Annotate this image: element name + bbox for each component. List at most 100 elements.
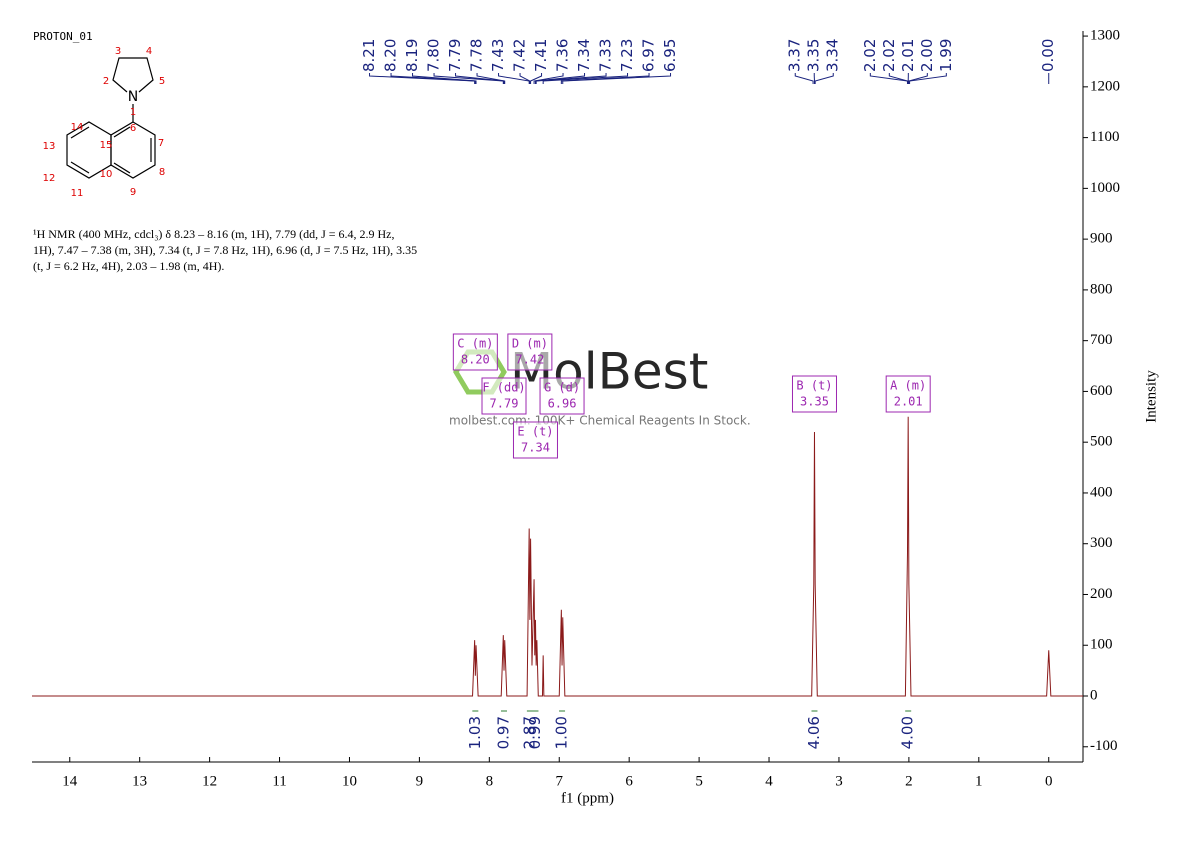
peak-label-leader — [794, 73, 814, 84]
multiplet-name: F (dd) — [482, 381, 525, 395]
peak-label-leader — [455, 73, 505, 84]
peak-label: 7.80 — [425, 39, 443, 72]
peak-label-leader — [814, 73, 834, 84]
y-axis-label: Intensity — [1143, 370, 1159, 423]
peak-label: 2.01 — [899, 39, 917, 72]
peak-label: 8.20 — [382, 39, 400, 72]
description: ¹H NMR (400 MHz, cdcl₃) δ 8.23 – 8.16 (m… — [33, 227, 418, 273]
peak-label: 7.41 — [532, 39, 550, 72]
peak-label-leader — [562, 73, 672, 84]
multiplet-box — [507, 333, 553, 371]
integral-label: 4.00 — [899, 716, 917, 749]
y-tick-label: 1100 — [1090, 129, 1119, 145]
y-tick-label: 600 — [1090, 383, 1113, 399]
atom-label: 1 — [130, 107, 136, 118]
peak-label-leader — [533, 73, 564, 84]
peak-label: 2.02 — [880, 39, 898, 72]
peak-label-leader — [909, 73, 947, 84]
multiplet-name: D (m) — [512, 337, 548, 351]
peak-label: 3.37 — [786, 39, 804, 72]
y-tick-label: 1200 — [1090, 78, 1120, 94]
y-tick-label: 1000 — [1090, 180, 1120, 196]
atom-label: 10 — [100, 169, 113, 180]
peak-label: 7.79 — [446, 39, 464, 72]
x-tick-label: 8 — [486, 773, 494, 789]
x-tick-label: 13 — [132, 773, 147, 789]
atom-label: 5 — [159, 76, 165, 87]
atom-label: 11 — [71, 188, 84, 199]
multiplet-box — [512, 421, 558, 459]
peak-label-leader — [560, 73, 650, 84]
atom-label: N — [128, 89, 138, 105]
y-tick-label: 800 — [1090, 281, 1113, 297]
atom-label: 15 — [100, 140, 113, 151]
multiplet-shift: 2.01 — [894, 395, 923, 409]
multiplet-shift: 6.96 — [548, 397, 577, 411]
multiplet-box — [885, 375, 931, 413]
peak-label: 7.36 — [554, 39, 572, 72]
x-tick-label: 5 — [695, 773, 703, 789]
integral-label: 4.06 — [805, 716, 823, 749]
integral-label: 0.97 — [495, 716, 513, 749]
multiplet-shift: 7.79 — [490, 397, 519, 411]
atom-label: 6 — [130, 123, 136, 134]
x-tick-label: 12 — [202, 773, 217, 789]
peak-label-leader — [369, 73, 476, 84]
atom-label: 13 — [43, 141, 56, 152]
peak-label-leader — [390, 73, 476, 84]
multiplet-name: B (t) — [796, 379, 832, 393]
x-tick-label: 3 — [835, 773, 843, 789]
atom-label: 14 — [71, 122, 84, 133]
x-tick-label: 0 — [1045, 773, 1053, 789]
atom-label: 9 — [130, 187, 136, 198]
multiplet-shift: 3.35 — [800, 395, 829, 409]
x-tick-label: 6 — [625, 773, 633, 789]
x-tick-label: 9 — [416, 773, 424, 789]
peak-label: 2.00 — [918, 39, 936, 72]
atom-label: 3 — [115, 46, 121, 57]
y-tick-label: 400 — [1090, 484, 1113, 500]
integral-label: 1.00 — [553, 716, 571, 749]
multiplet-shift: 7.42 — [515, 353, 544, 367]
peak-label: 2.02 — [861, 39, 879, 72]
peak-label: 1.99 — [937, 39, 955, 72]
multiplet-box — [452, 333, 498, 371]
peak-label: 6.97 — [640, 39, 658, 72]
x-tick-label: 14 — [62, 773, 78, 789]
y-tick-label: 300 — [1090, 535, 1113, 551]
peak-label: 0.00 — [1039, 39, 1057, 72]
x-tick-label: 2 — [905, 773, 913, 789]
peak-label-leader — [535, 73, 607, 84]
spectrum-line — [32, 416, 1083, 697]
y-tick-label: 700 — [1090, 332, 1113, 348]
x-tick-label: 1 — [975, 773, 983, 789]
multiplet-name: G (d) — [544, 381, 580, 395]
y-tick-label: 0 — [1090, 687, 1098, 703]
atom-label: 12 — [43, 173, 56, 184]
peak-label: 7.23 — [618, 39, 636, 72]
x-axis-label: f1 (ppm) — [561, 790, 614, 806]
structure — [66, 57, 156, 179]
peak-label: 6.95 — [661, 39, 679, 72]
peak-label: 7.42 — [511, 39, 529, 72]
atom-label: 7 — [158, 138, 164, 149]
integral-label: 0.99 — [526, 716, 544, 749]
atom-label: 8 — [159, 167, 165, 178]
peak-label: 7.43 — [489, 39, 507, 72]
peak-label-leader — [519, 73, 531, 84]
y-tick-label: 100 — [1090, 637, 1113, 653]
peak-label-leader — [534, 73, 586, 84]
multiplet-shift: 7.34 — [521, 441, 550, 455]
peak-label-leader — [908, 73, 928, 84]
multiplet-name: E (t) — [517, 425, 553, 439]
peak-label: 3.35 — [805, 39, 823, 72]
peak-label-leader — [888, 73, 908, 84]
peak-label: 3.34 — [824, 39, 842, 72]
x-tick-label: 11 — [272, 773, 286, 789]
y-tick-label: 1300 — [1090, 28, 1120, 44]
integral-label: 1.03 — [466, 716, 484, 749]
x-tick-label: 7 — [555, 773, 563, 789]
chart-title: PROTON_01 — [33, 30, 93, 43]
multiplet-name: A (m) — [890, 379, 926, 393]
